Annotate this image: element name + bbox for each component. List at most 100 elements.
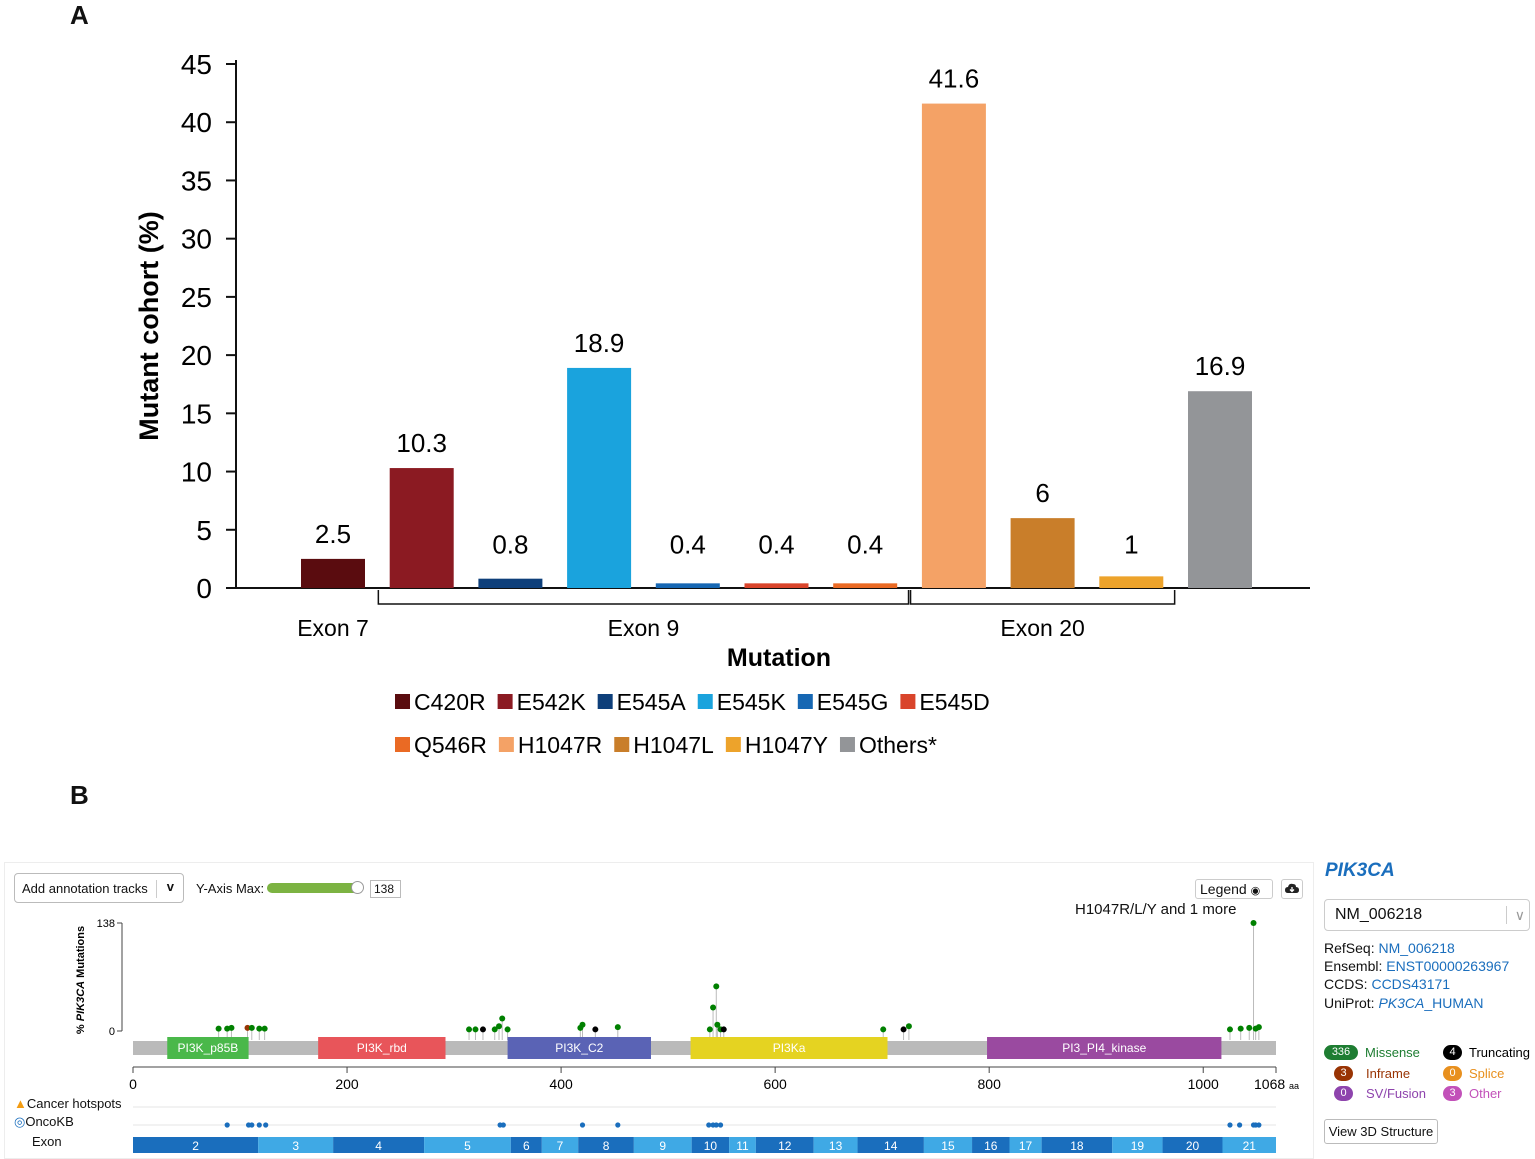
mutation-lollipop-head <box>504 1026 511 1033</box>
bar-h1047y <box>1099 576 1164 588</box>
exon-number: 17 <box>1019 1139 1033 1153</box>
legend-swatch <box>725 737 741 752</box>
legend-missense[interactable]: 336 Missense <box>1324 1045 1420 1060</box>
legend-inframe[interactable]: 3 Inframe <box>1334 1066 1410 1081</box>
oncokb-marker <box>706 1122 712 1128</box>
panel-b-label: B <box>70 780 89 810</box>
mutation-lollipop-head <box>466 1026 473 1033</box>
download-cloud-button[interactable] <box>1281 879 1303 899</box>
oncokb-marker <box>263 1122 269 1128</box>
oncokb-marker <box>500 1122 506 1128</box>
legend-label: E545A <box>617 689 687 715</box>
ccds-line: CCDS: CCDS43171 <box>1324 976 1451 992</box>
legend-sv-fusion[interactable]: 0 SV/Fusion <box>1334 1086 1426 1101</box>
uniprot-line: UniProt: PK3CA_HUMAN <box>1324 995 1484 1011</box>
exon-block <box>510 1137 542 1153</box>
chevron-down-icon: v <box>166 879 174 894</box>
mutation-lollipop-head <box>579 1021 586 1028</box>
y-axis-max-slider[interactable] <box>267 883 363 893</box>
legend-toggle-button[interactable]: Legend ◉ <box>1195 879 1273 899</box>
legend-swatch <box>614 737 630 752</box>
domain-pi3_pi4_kinase <box>987 1037 1222 1059</box>
legend-swatch <box>498 737 514 752</box>
add-annotation-tracks-dropdown[interactable]: Add annotation tracks v <box>14 873 184 903</box>
mutation-lollipop-head <box>1250 920 1257 926</box>
data-label-h1047l: 6 <box>1035 478 1049 508</box>
transcript-value: NM_006218 <box>1335 906 1423 923</box>
legend-label: H1047L <box>633 732 714 758</box>
eye-icon: ◉ <box>1250 885 1261 897</box>
domain-pi3k_rbd <box>318 1037 446 1059</box>
legend-swatch <box>395 694 410 709</box>
exon-group-label: Exon 20 <box>1000 615 1084 641</box>
y-axis-max-label: Y-Axis Max: <box>196 881 265 896</box>
lollipop-y-axis-title: % PIK3CA Mutations <box>75 926 87 1034</box>
exon-number: 13 <box>829 1139 843 1153</box>
view-3d-structure-button[interactable]: View 3D Structure <box>1324 1119 1438 1144</box>
legend-truncating[interactable]: 4 Truncating <box>1443 1045 1530 1060</box>
bar-e542k <box>389 468 454 588</box>
legend-swatch <box>697 694 713 709</box>
mutation-lollipop-head <box>713 983 720 990</box>
exon-block <box>857 1137 924 1153</box>
mutation-lollipop-head <box>706 1026 713 1033</box>
exon-block <box>1112 1137 1163 1153</box>
domain-pi3k_c2 <box>507 1037 651 1059</box>
legend-swatch <box>900 694 916 709</box>
legend-label: H1047Y <box>745 732 828 758</box>
refseq-link[interactable]: NM_006218 <box>1378 940 1455 956</box>
exon-number: 21 <box>1243 1139 1257 1153</box>
exon-bracket <box>377 590 910 605</box>
exon-block <box>755 1137 814 1153</box>
legend-label: E542K <box>517 689 587 715</box>
mutation-lollipop-head <box>614 1024 621 1031</box>
mutation-lollipop-head <box>900 1026 907 1033</box>
mutation-lollipop-head <box>256 1025 263 1032</box>
exon-number: 3 <box>292 1139 299 1153</box>
exon-block <box>1162 1137 1223 1153</box>
y-axis-max-slider-handle[interactable] <box>351 881 364 894</box>
gene-title[interactable]: PIK3CA <box>1325 860 1395 881</box>
lollipop-x-tick-label: 200 <box>335 1076 359 1092</box>
domain-label: PI3K_rbd <box>357 1041 407 1055</box>
y-tick-label: 30 <box>181 224 212 255</box>
exon-block <box>972 1137 1010 1153</box>
domain-label: PI3_PI4_kinase <box>1062 1041 1146 1055</box>
lollipop-x-tick-label: 400 <box>549 1076 573 1092</box>
ensembl-line: Ensembl: ENST00000263967 <box>1324 958 1510 974</box>
panel-a-label: A <box>70 0 89 30</box>
mutation-lollipop-head <box>1226 1026 1233 1033</box>
mutation-lollipop-head <box>479 1026 486 1033</box>
lollipop-x-tick-label: 600 <box>763 1076 787 1092</box>
legend-label: E545K <box>717 689 787 715</box>
data-label-e542k: 10.3 <box>396 428 447 458</box>
exon-block <box>729 1137 756 1153</box>
exon-number: 8 <box>603 1139 610 1153</box>
ccds-link[interactable]: CCDS43171 <box>1371 976 1451 992</box>
legend-label: E545D <box>919 689 989 715</box>
bar-e545d <box>744 583 809 588</box>
exon-group-label: Exon 9 <box>608 615 680 641</box>
bar-e545a <box>478 578 543 588</box>
lollipop-aa-unit: aa <box>1289 1081 1299 1091</box>
mutation-lollipop-head <box>905 1023 912 1030</box>
lollipop-x-tick-label: 1000 <box>1188 1076 1219 1092</box>
y-tick-label: 5 <box>196 515 212 546</box>
hotspot-annotation-label: H1047R/L/Y and 1 more <box>1075 901 1237 918</box>
data-label-h1047r: 41.6 <box>929 64 980 94</box>
legend-label: Others* <box>859 732 937 758</box>
data-label-others: 16.9 <box>1195 351 1246 381</box>
oncokb-marker <box>717 1122 724 1128</box>
exon-number: 7 <box>557 1139 564 1153</box>
legend-splice[interactable]: 0 Splice <box>1443 1066 1504 1081</box>
x-axis-title: Mutation <box>727 644 831 672</box>
legend-other[interactable]: 3 Other <box>1443 1086 1502 1101</box>
cancer-hotspots-track-label: ▲Cancer hotspots <box>14 1096 122 1111</box>
data-label-e545a: 0.8 <box>492 529 528 559</box>
transcript-select[interactable]: NM_006218 ∨ <box>1324 899 1530 931</box>
legend-swatch <box>395 737 410 752</box>
uniprot-link[interactable]: PK3CA_HUMAN <box>1378 995 1484 1011</box>
ensembl-link[interactable]: ENST00000263967 <box>1386 958 1510 974</box>
y-axis-max-input[interactable]: 138 <box>370 880 401 898</box>
